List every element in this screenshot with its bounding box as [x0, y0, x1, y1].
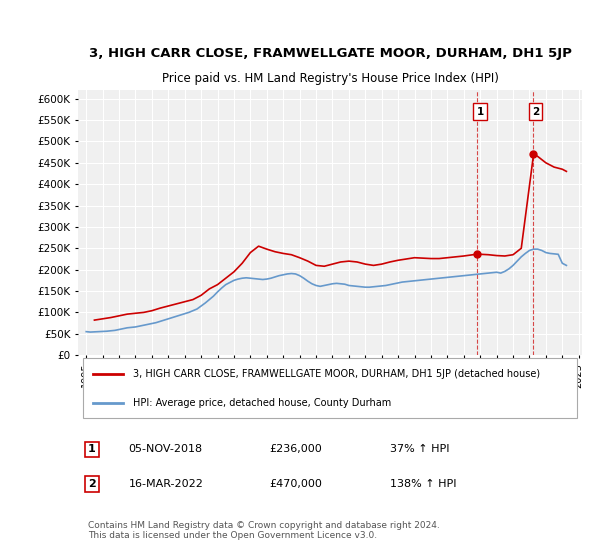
Text: Price paid vs. HM Land Registry's House Price Index (HPI): Price paid vs. HM Land Registry's House … [161, 72, 499, 85]
Text: HPI: Average price, detached house, County Durham: HPI: Average price, detached house, Coun… [133, 398, 392, 408]
Text: 16-MAR-2022: 16-MAR-2022 [128, 479, 203, 489]
FancyBboxPatch shape [83, 358, 577, 418]
Text: £470,000: £470,000 [269, 479, 322, 489]
Text: Contains HM Land Registry data © Crown copyright and database right 2024.
This d: Contains HM Land Registry data © Crown c… [88, 521, 440, 540]
Text: 2: 2 [532, 106, 539, 116]
Text: 3, HIGH CARR CLOSE, FRAMWELLGATE MOOR, DURHAM, DH1 5JP: 3, HIGH CARR CLOSE, FRAMWELLGATE MOOR, D… [89, 47, 571, 60]
Text: 05-NOV-2018: 05-NOV-2018 [128, 444, 203, 454]
Text: 3, HIGH CARR CLOSE, FRAMWELLGATE MOOR, DURHAM, DH1 5JP (detached house): 3, HIGH CARR CLOSE, FRAMWELLGATE MOOR, D… [133, 368, 541, 379]
Text: 1: 1 [476, 106, 484, 116]
Text: 138% ↑ HPI: 138% ↑ HPI [391, 479, 457, 489]
Text: £236,000: £236,000 [269, 444, 322, 454]
Text: 2: 2 [88, 479, 96, 489]
Text: 1: 1 [88, 444, 96, 454]
Text: 37% ↑ HPI: 37% ↑ HPI [391, 444, 450, 454]
